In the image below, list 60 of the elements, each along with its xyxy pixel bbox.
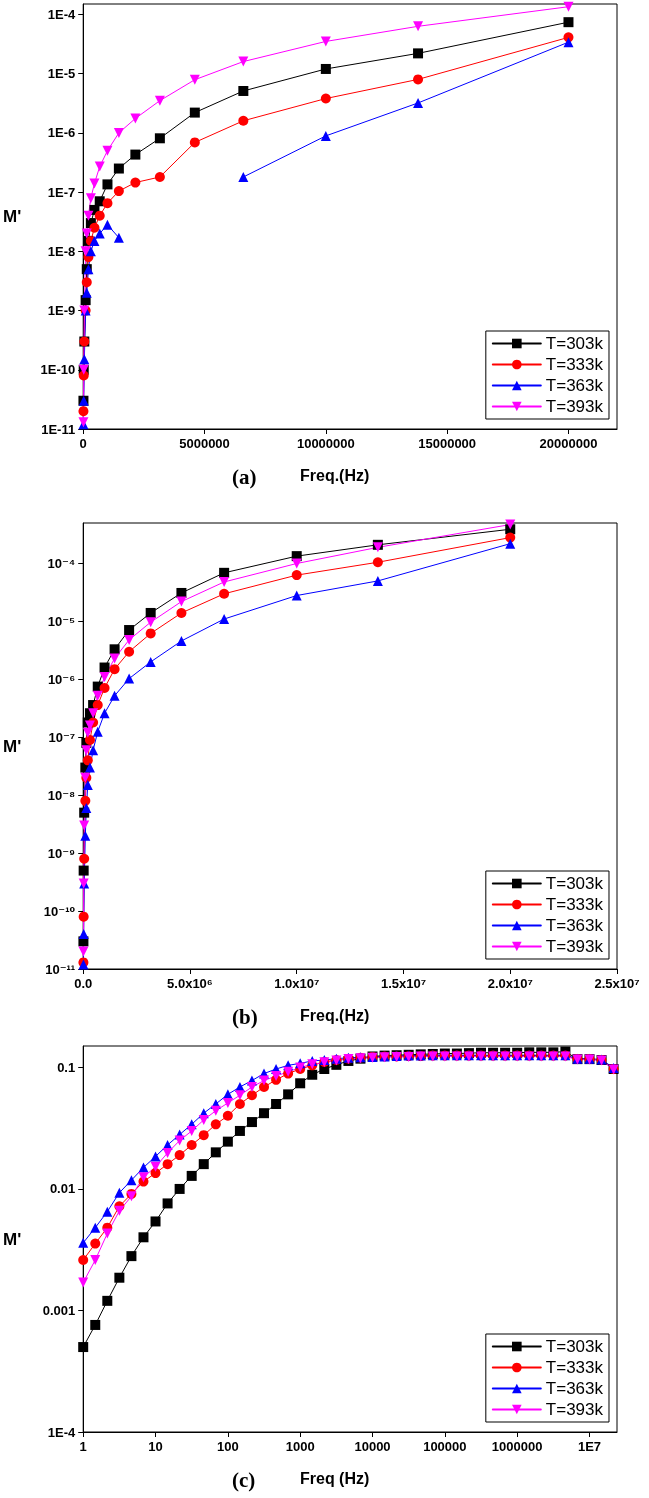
legend-label: T=393k (545, 397, 604, 416)
y-tick-label: 0.1 (57, 1059, 76, 1075)
x-tick-label: 100000 (423, 1439, 467, 1454)
legend-label: T=363k (545, 916, 604, 935)
text: (b) (232, 1004, 258, 1029)
x-tick-label: 2.5x10⁷ (594, 976, 640, 991)
x-tick-label: 0 (79, 436, 87, 451)
y-tick-label: 10⁻⁹ (47, 845, 76, 861)
legend-label: T=303k (545, 874, 604, 893)
legend-label: T=303k (545, 334, 604, 353)
x-tick-label: 1E7 (577, 1439, 602, 1454)
x-axis-title: Freq.(Hz) (300, 1006, 370, 1024)
y-tick-label: 10⁻⁴ (47, 555, 76, 571)
y-axis-title: M' (2, 736, 22, 756)
legend-label: T=303k (545, 1337, 604, 1356)
x-tick-label: 2.0x10⁷ (487, 976, 533, 991)
x-tick-label: 5.0x10⁶ (167, 976, 213, 991)
legend-label: T=333k (545, 895, 604, 914)
y-axis-title: M' (2, 207, 22, 226)
x-axis-title: Freq (Hz) (300, 1469, 370, 1487)
y-tick-label: 1E-6 (47, 125, 76, 141)
x-tick-label: 100 (217, 1439, 239, 1454)
x-tick-label: 1000 (285, 1439, 315, 1454)
y-tick-label: 10⁻¹⁰ (43, 903, 76, 919)
y-tick-label: 1E-4 (47, 6, 76, 22)
legend-label: T=363k (545, 376, 604, 395)
legend-label: T=333k (545, 355, 604, 374)
y-tick-label: 1E-4 (47, 1424, 76, 1440)
x-tick-label: 0.0 (74, 976, 93, 991)
y-tick-label: 1E-9 (47, 303, 76, 319)
x-tick-label: 10000 (354, 1439, 391, 1454)
y-tick-label: 1E-11 (41, 421, 76, 437)
y-tick-label: 0.001 (42, 1302, 76, 1318)
y-tick-label: 10⁻¹¹ (45, 961, 76, 977)
legend-label: T=363k (545, 1379, 604, 1398)
y-tick-label: 1E-5 (47, 66, 76, 82)
legend-label: T=333k (545, 1358, 604, 1377)
y-tick-label: 1E-8 (47, 243, 76, 259)
x-tick-label: 1.0x10⁷ (274, 976, 320, 991)
legend-label: T=393k (545, 1400, 604, 1419)
x-tick-label: 1000000 (491, 1439, 543, 1454)
y-tick-label: 10⁻⁸ (47, 787, 76, 803)
x-tick-label: 1 (79, 1439, 87, 1454)
x-tick-label: 20000000 (539, 436, 598, 451)
text: (a) (232, 464, 257, 489)
y-tick-label: 0.01 (49, 1181, 76, 1197)
x-tick-label: 5000000 (179, 436, 230, 451)
legend-label: T=393k (545, 937, 604, 956)
x-tick-label: 15000000 (418, 436, 477, 451)
y-tick-label: 10⁻⁷ (48, 729, 76, 745)
x-tick-label: 1.5x10⁷ (380, 976, 427, 991)
y-axis-title: M' (2, 1229, 22, 1249)
x-tick-label: 10000000 (296, 436, 355, 451)
y-tick-label: 1E-10 (40, 362, 76, 378)
text: (c) (232, 1467, 256, 1492)
y-tick-label: 10⁻⁶ (47, 671, 76, 687)
y-tick-label: 1E-7 (47, 184, 76, 200)
x-axis-title: Freq.(Hz) (300, 466, 370, 484)
y-tick-label: 10⁻⁵ (47, 613, 76, 629)
x-tick-label: 10 (148, 1439, 163, 1454)
